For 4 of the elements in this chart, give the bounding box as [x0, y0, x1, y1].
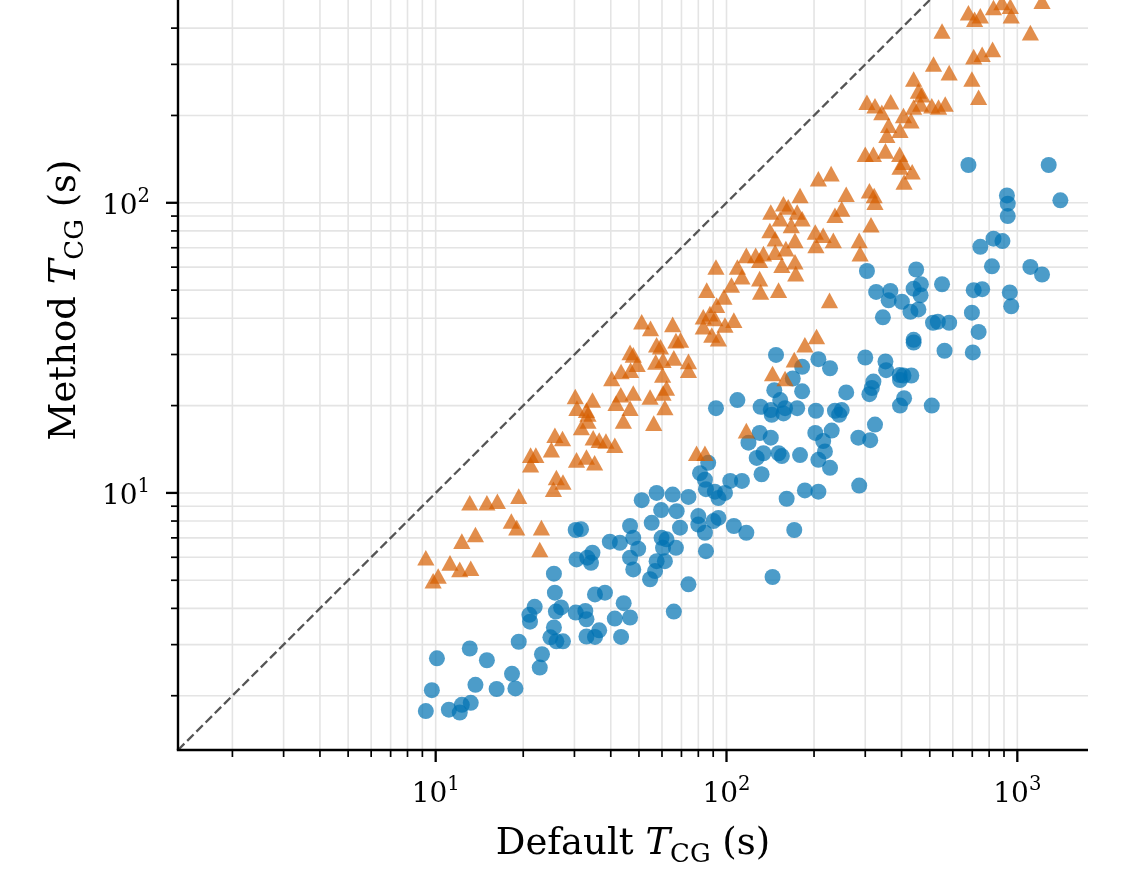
x-axis-title: Default T$_{CG}$ (s)	[495, 820, 771, 869]
x-tick-label: 10$^{2}$	[702, 772, 751, 809]
x-tick-label: 10$^{3}$	[993, 772, 1042, 809]
x-tick-label: 10$^{1}$	[411, 772, 460, 809]
